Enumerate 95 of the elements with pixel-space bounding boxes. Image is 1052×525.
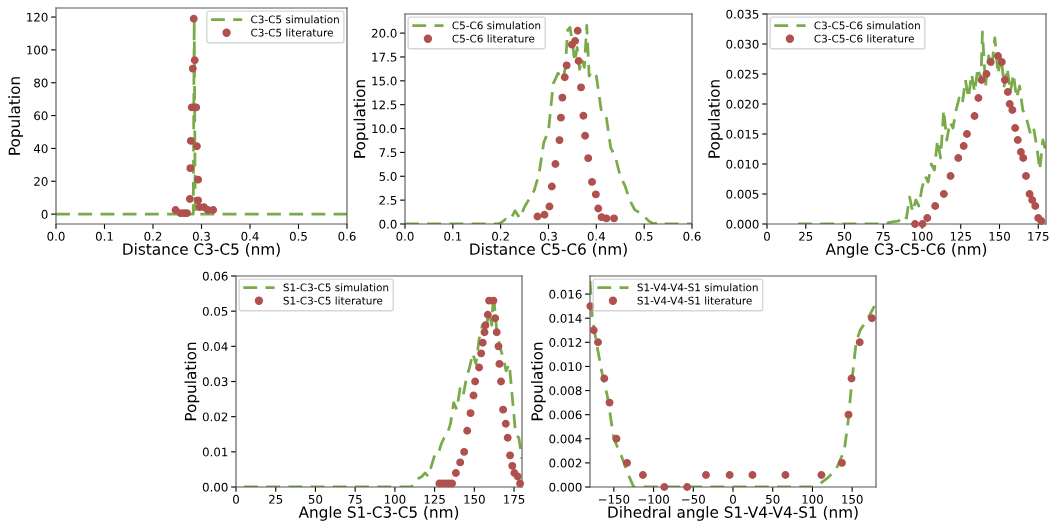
- x-tick-label: 0.1: [95, 231, 113, 241]
- y-tick-label: 40: [33, 144, 48, 154]
- y-tick-label: 20: [34, 177, 48, 186]
- y-tick-label: 0.0: [379, 219, 397, 229]
- y-tick-label: 0.04: [202, 342, 228, 351]
- y-tick-label: 2.5: [379, 195, 397, 205]
- x-tick-label: 50: [308, 494, 323, 504]
- y-tick-label: 12.5: [372, 100, 397, 110]
- y-tick-label: 0.030: [726, 39, 759, 49]
- y-tick-label: 0.006: [549, 410, 582, 420]
- y-tick-label: 7.5: [379, 148, 397, 158]
- y-tick-label: 0.008: [549, 386, 582, 396]
- x-tick-label: 100: [802, 494, 823, 504]
- legend-label: C3-C5 literature: [251, 28, 333, 37]
- y-tick-label: 0.010: [726, 159, 759, 169]
- x-tick-label: 0.0: [396, 231, 414, 241]
- x-tick-label: 150: [842, 494, 863, 504]
- y-axis-title: Population: [8, 77, 24, 155]
- x-axis-title: Dihedral angle S1-V4-V4-S1 (nm): [608, 506, 858, 521]
- y-tick-label: 0.00: [202, 482, 228, 492]
- y-tick-label: 0.06: [202, 271, 228, 281]
- y-tick-label: 5.0: [379, 172, 397, 181]
- y-tick-label: 0.016: [549, 289, 582, 299]
- legend-label: C3-C5 simulation: [251, 15, 339, 24]
- x-axis-title: Distance C3-C5 (nm): [123, 243, 280, 257]
- x-axis-title: Angle S1-C3-C5 (nm): [298, 506, 459, 521]
- x-tick-label: −100: [638, 494, 669, 504]
- x-tick-label: 0.5: [289, 231, 307, 241]
- x-tick-label: 0.2: [492, 231, 509, 241]
- y-tick-label: 0.05: [202, 306, 228, 316]
- y-tick-label: 0: [41, 209, 48, 219]
- x-tick-label: 175: [1028, 232, 1049, 241]
- legend-label: S1-C3-C5 simulation: [283, 283, 389, 292]
- x-tick-label: 0.2: [144, 231, 162, 241]
- x-tick-label: 0: [764, 231, 770, 241]
- y-tick-label: 0.005: [726, 189, 759, 199]
- y-tick-label: 100: [27, 45, 48, 55]
- y-tick-label: 17.5: [372, 52, 397, 62]
- legend-label: S1-V4-V4-S1 literature: [637, 296, 752, 305]
- legend-label: S1-C3-C5 literature: [283, 296, 383, 305]
- y-tick-label: 0.014: [549, 313, 582, 323]
- y-tick-label: 0.02: [202, 412, 228, 422]
- y-tick-label: 0.000: [549, 482, 582, 492]
- y-axis-title: Population: [184, 342, 200, 421]
- y-tick-label: 0.01: [202, 447, 228, 457]
- legend-label: S1-V4-V4-S1 simulation: [637, 283, 758, 292]
- y-tick-label: 20.0: [371, 28, 397, 38]
- x-tick-label: 50: [837, 231, 852, 241]
- x-tick-label: 75: [348, 495, 362, 504]
- y-tick-label: 80: [34, 78, 48, 88]
- legend-label: C3-C5-C6 literature: [814, 34, 914, 43]
- y-tick-label: 10.0: [372, 124, 397, 134]
- x-tick-label: 150: [989, 231, 1010, 241]
- y-tick-label: 15.0: [372, 76, 397, 86]
- legend-label: C3-C5-C6 simulation: [814, 21, 920, 30]
- x-tick-label: 0.3: [192, 231, 210, 241]
- x-tick-label: −150: [598, 494, 630, 504]
- legend-label: C5-C6 simulation: [452, 21, 541, 30]
- x-axis-title: Angle C3-C5-C6 (nm): [825, 243, 987, 258]
- x-tick-label: 150: [464, 494, 485, 504]
- x-tick-label: −50: [682, 494, 705, 504]
- legend-label: C5-C6 literature: [452, 34, 535, 43]
- x-tick-label: 125: [424, 494, 445, 504]
- x-tick-label: 25: [269, 494, 283, 504]
- y-tick-label: 0.035: [726, 9, 759, 19]
- y-axis-title: Population: [708, 80, 723, 158]
- y-tick-label: 0.000: [726, 219, 759, 229]
- y-tick-label: 0.025: [726, 69, 759, 79]
- x-tick-label: 0: [233, 494, 239, 504]
- y-tick-label: 0.012: [549, 338, 582, 347]
- y-axis-title: Population: [531, 342, 546, 421]
- x-tick-label: 0.4: [241, 231, 259, 241]
- x-axis-title: Distance C5-C6 (nm): [470, 243, 627, 257]
- x-tick-label: 125: [950, 231, 971, 241]
- y-tick-label: 0.015: [726, 129, 759, 139]
- y-tick-label: 0.004: [549, 434, 582, 444]
- x-tick-label: 25: [799, 231, 813, 241]
- x-tick-label: 0.0: [47, 231, 65, 241]
- x-tick-label: 0.3: [539, 231, 557, 241]
- y-axis-title: Population: [353, 80, 369, 158]
- x-tick-label: 100: [912, 231, 933, 241]
- y-tick-label: 0.03: [202, 377, 228, 387]
- x-tick-label: 175: [504, 495, 525, 504]
- x-tick-label: 0.4: [587, 231, 606, 241]
- y-tick-label: 0.002: [549, 458, 582, 468]
- x-tick-label: 0.1: [444, 231, 462, 241]
- y-tick-label: 0.010: [549, 362, 582, 372]
- x-tick-label: 0.5: [635, 231, 653, 241]
- y-tick-label: 120: [27, 12, 48, 22]
- x-tick-label: 0.6: [683, 231, 701, 241]
- x-tick-label: 0.6: [338, 231, 356, 241]
- y-tick-label: 60: [34, 111, 48, 121]
- y-tick-label: 0.020: [726, 99, 759, 109]
- x-tick-label: 75: [876, 232, 890, 241]
- x-tick-label: 50: [766, 494, 780, 504]
